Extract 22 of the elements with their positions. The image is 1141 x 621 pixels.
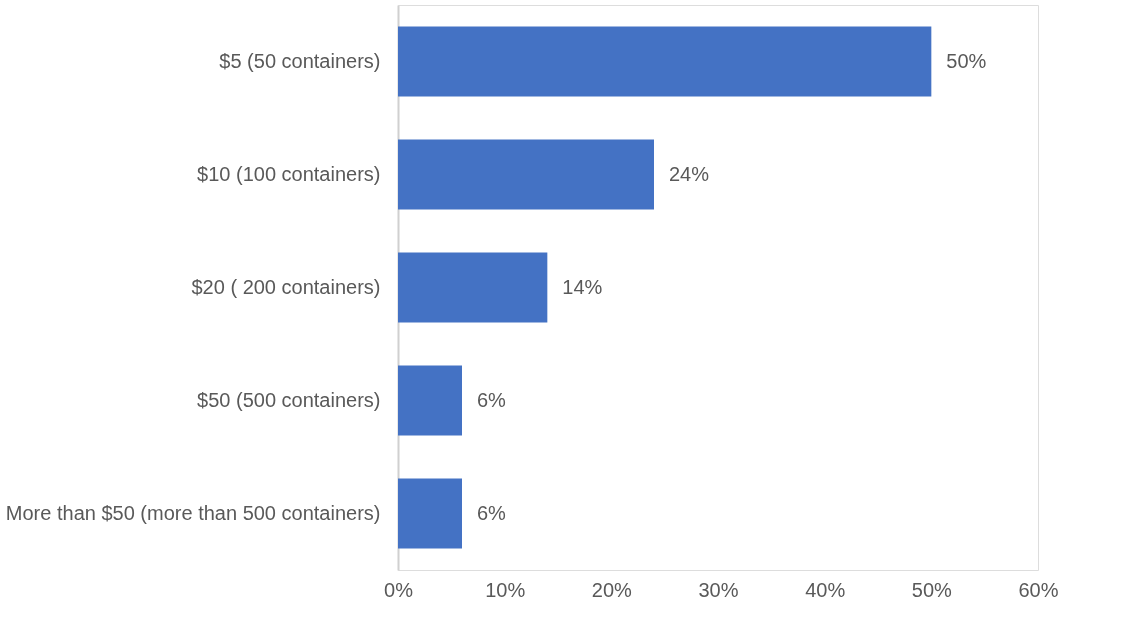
- text: 14%: [562, 275, 603, 298]
- text: 50%: [946, 49, 987, 72]
- y-tick-label: More than $50 (more than 500 containers): [5, 501, 381, 524]
- x-tick-label: 10%: [485, 578, 526, 601]
- bar: [398, 139, 654, 210]
- y-tick-label: $50 (500 containers): [197, 388, 381, 411]
- x-tick-label: 40%: [805, 578, 846, 601]
- text: 6%: [477, 501, 506, 524]
- y-tick-label: $10 (100 containers): [197, 162, 381, 185]
- x-tick-label: 20%: [591, 578, 633, 601]
- text: 6%: [477, 388, 506, 411]
- text: 24%: [669, 162, 710, 185]
- x-tick-label: 60%: [1018, 578, 1059, 601]
- bar: [398, 26, 932, 97]
- x-tick-label: 0%: [384, 578, 414, 601]
- x-tick-label: 50%: [911, 578, 953, 601]
- bar: [398, 252, 548, 323]
- bar: [398, 365, 462, 436]
- y-tick-label: $20 ( 200 containers): [191, 275, 381, 298]
- y-tick-label: $5 (50 containers): [219, 49, 381, 72]
- bar: [398, 478, 462, 549]
- x-tick-label: 30%: [698, 578, 739, 601]
